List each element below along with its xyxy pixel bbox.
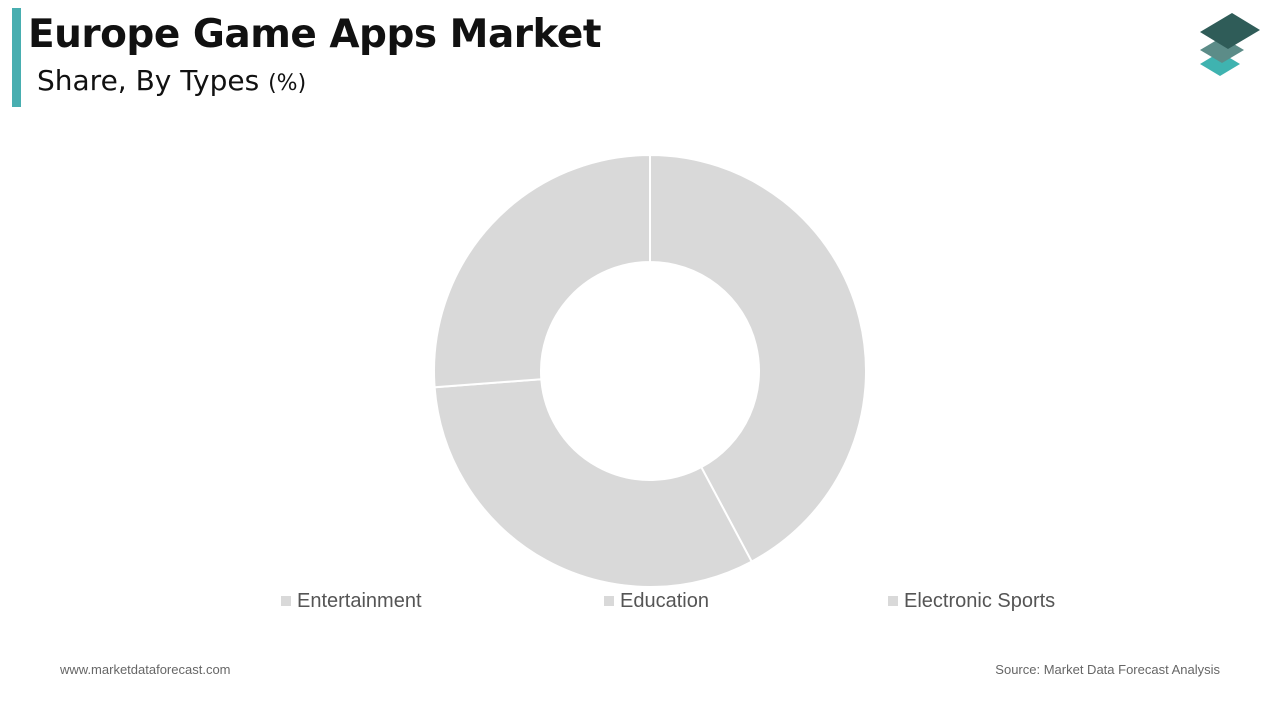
legend-label-entertainment: Entertainment	[297, 589, 422, 612]
title-accent-bar	[12, 8, 21, 107]
legend-swatch-electronic-sports	[888, 596, 898, 606]
slice-entertainment	[649, 153, 867, 563]
slice-education	[433, 378, 754, 588]
legend-item-electronic-sports: Electronic Sports	[888, 589, 1055, 613]
legend-label-electronic-sports: Electronic Sports	[904, 589, 1056, 612]
subtitle-text: Share, By Types	[37, 64, 260, 97]
subtitle-unit: (%)	[268, 71, 307, 96]
footer-source: Source: Market Data Forecast Analysis	[995, 662, 1220, 677]
legend-item-entertainment: Entertainment	[281, 589, 422, 613]
chart-title: Europe Game Apps Market	[28, 12, 602, 57]
legend-label-education: Education	[620, 589, 709, 612]
legend-swatch-education	[604, 596, 614, 606]
logo-layer-top	[1200, 13, 1260, 49]
donut-slices	[433, 153, 867, 588]
brand-logo-icon	[1200, 13, 1260, 76]
footer-website: www.marketdataforecast.com	[60, 662, 231, 677]
chart-subtitle: Share, By Types (%)	[37, 64, 306, 97]
slice-electronic-sports	[433, 153, 651, 389]
legend-item-education: Education	[604, 589, 709, 613]
legend-swatch-entertainment	[281, 596, 291, 606]
